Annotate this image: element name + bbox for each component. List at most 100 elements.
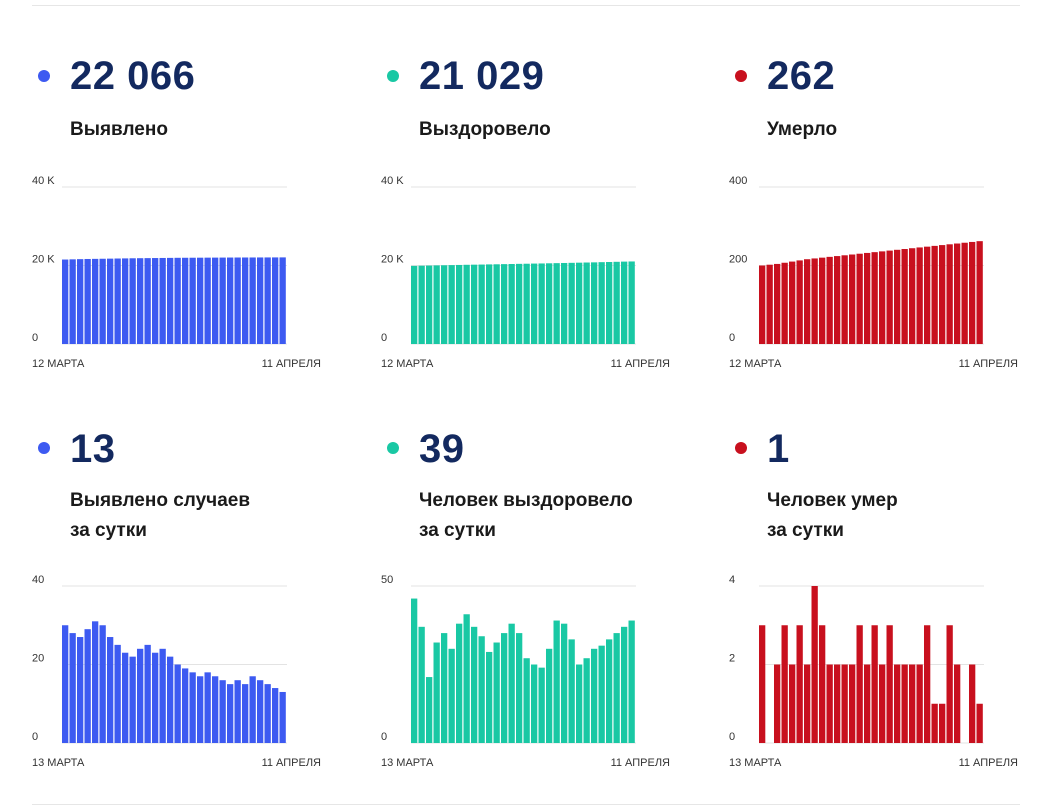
- bar: [811, 586, 818, 743]
- bar: [909, 664, 916, 743]
- bar: [886, 625, 893, 743]
- bar: [954, 664, 961, 743]
- x-end-label: 11 АПРЕЛЯ: [262, 358, 321, 370]
- bar: [864, 664, 871, 743]
- y-tick-label: 0: [381, 731, 387, 743]
- bar: [871, 252, 878, 344]
- x-start-label: 12 МАРТА: [729, 358, 782, 370]
- y-tick-label: 20 K: [32, 254, 55, 266]
- bar: [841, 255, 848, 344]
- bar: [264, 684, 271, 743]
- headline-label: Выздоровело: [419, 119, 551, 140]
- headline-label: Человек выздоровело за сутки: [419, 490, 633, 541]
- y-tick-label: 20 K: [381, 254, 404, 266]
- bar: [819, 625, 826, 743]
- bar: [766, 264, 773, 344]
- bar: [107, 258, 114, 344]
- bar: [538, 667, 545, 743]
- bar: [77, 637, 84, 743]
- bottom-divider: [32, 804, 1020, 805]
- x-end-label: 11 АПРЕЛЯ: [959, 358, 1018, 370]
- y-tick-label: 40: [32, 574, 44, 586]
- panel-header: 13 Выявлено случаев за сутки: [32, 425, 362, 585]
- bar: [909, 248, 916, 344]
- x-start-label: 12 МАРТА: [381, 358, 434, 370]
- bar: [189, 257, 196, 344]
- bar: [856, 253, 863, 344]
- bar: [613, 261, 620, 344]
- series-dot: [735, 70, 747, 82]
- bar: [901, 249, 908, 344]
- bar: [804, 664, 811, 743]
- bar: [939, 245, 946, 344]
- bar: [946, 244, 953, 344]
- bar: [976, 703, 983, 743]
- bar: [901, 664, 908, 743]
- bar: [924, 625, 931, 743]
- bar: [227, 257, 234, 344]
- bar: [523, 658, 530, 743]
- bar: [122, 258, 129, 344]
- bar: [137, 648, 144, 743]
- bar: [613, 633, 620, 743]
- chart-recovered-daily: 0 50 13 МАРТА 11 АПРЕЛЯ: [381, 574, 670, 769]
- bar: [448, 265, 455, 344]
- bar: [257, 257, 264, 344]
- panel-confirmed-total: 22 066 Выявлено 0 20 K 40 K 12 МАРТА 11 АПРЕ…: [32, 50, 362, 370]
- bar: [916, 247, 923, 344]
- bar: [583, 658, 590, 743]
- headline-label: Человек умер за сутки: [767, 490, 898, 541]
- y-tick-label: 0: [729, 731, 735, 743]
- bar: [621, 261, 628, 344]
- bar: [583, 262, 590, 344]
- bar: [62, 625, 69, 743]
- bar: [894, 664, 901, 743]
- bar: [576, 664, 583, 743]
- bar: [249, 676, 256, 743]
- bar: [501, 633, 508, 743]
- panel-header: 1 Человек умер за сутки: [729, 425, 1050, 585]
- bar: [152, 652, 159, 743]
- bar: [197, 257, 204, 344]
- bar: [204, 672, 211, 743]
- series-dot: [38, 442, 50, 454]
- bar: [69, 259, 76, 344]
- bar: [759, 625, 766, 743]
- bar: [931, 703, 938, 743]
- bar: [411, 265, 418, 344]
- panel-recovered-daily: 39 Человек выздоровело за сутки 0 50 13 МА…: [381, 425, 711, 769]
- bar: [114, 258, 121, 344]
- bar: [456, 623, 463, 743]
- bar: [242, 684, 249, 743]
- bar: [546, 263, 553, 344]
- bar: [841, 664, 848, 743]
- bar: [834, 664, 841, 743]
- bar: [531, 664, 538, 743]
- panel-recovered-total: 21 029 Выздоровело 0 20 K 40 K 12 МАРТА 11 А…: [381, 50, 711, 370]
- bar: [598, 645, 605, 743]
- bar: [69, 633, 76, 743]
- bar: [411, 598, 418, 743]
- bar: [486, 264, 493, 344]
- bar: [781, 625, 788, 743]
- bar: [531, 263, 538, 344]
- series-dot: [38, 70, 50, 82]
- bar: [864, 252, 871, 344]
- chart-confirmed-daily: 0 20 40 13 МАРТА 11 АПРЕЛЯ: [32, 574, 321, 769]
- bar: [628, 620, 635, 743]
- bar: [493, 264, 500, 344]
- bar: [826, 256, 833, 344]
- y-tick-label: 400: [729, 175, 747, 187]
- y-tick-label: 0: [32, 332, 38, 344]
- bar: [99, 625, 106, 743]
- bar: [789, 664, 796, 743]
- bar: [946, 625, 953, 743]
- y-tick-label: 50: [381, 574, 393, 586]
- bar: [426, 677, 433, 743]
- bar: [819, 257, 826, 344]
- chart-deaths-daily: 0 2 4 13 МАРТА 11 АПРЕЛЯ: [729, 574, 1018, 769]
- headline-label: Выявлено случаев за сутки: [70, 490, 251, 541]
- x-start-label: 12 МАРТА: [32, 358, 85, 370]
- headline-number: 21 029: [419, 54, 545, 98]
- bar: [441, 633, 448, 743]
